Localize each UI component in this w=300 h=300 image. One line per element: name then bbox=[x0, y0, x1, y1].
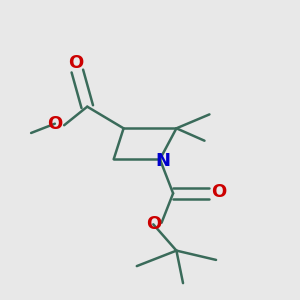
Text: O: O bbox=[47, 115, 62, 133]
Text: O: O bbox=[146, 215, 161, 233]
Text: N: N bbox=[155, 152, 170, 170]
Text: O: O bbox=[211, 183, 226, 201]
Text: O: O bbox=[68, 54, 83, 72]
